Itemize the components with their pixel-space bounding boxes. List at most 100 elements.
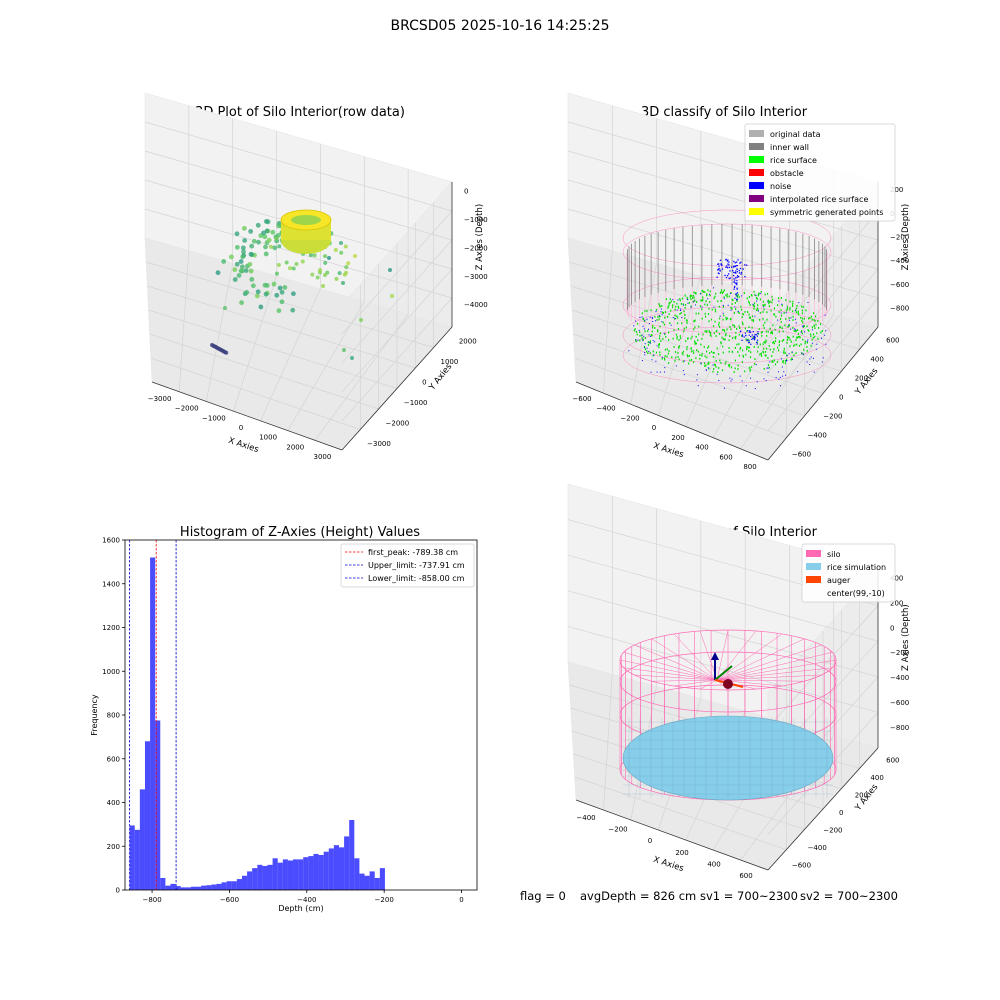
- noise-point: [683, 360, 685, 362]
- rice-surface-point: [722, 291, 724, 293]
- rice-surface-point: [656, 329, 659, 332]
- rice-surface-point: [707, 363, 709, 365]
- rice-surface-point: [725, 294, 727, 297]
- noise-point: [791, 351, 793, 353]
- rice-surface-point: [783, 312, 785, 314]
- noise-point: [677, 299, 679, 301]
- raw-point: [271, 281, 277, 287]
- noise-point: [658, 315, 660, 317]
- rice-surface-point: [668, 350, 670, 352]
- raw-point: [238, 268, 244, 274]
- noise-point: [712, 364, 714, 366]
- rice-surface-point: [676, 337, 678, 340]
- noise-point: [756, 300, 758, 302]
- noise-point: [779, 376, 781, 378]
- rice-surface-point: [636, 333, 638, 336]
- noise-point: [690, 306, 692, 308]
- raw-x-tick-label: −1000: [202, 414, 226, 422]
- histogram-y-tick-label: 0: [116, 887, 120, 895]
- rice-surface-point: [722, 305, 724, 308]
- noise-point: [696, 379, 698, 381]
- rice-surface-point: [776, 304, 779, 307]
- rice-surface-point: [789, 338, 791, 341]
- noise-point: [750, 377, 752, 379]
- rice-surface-point: [639, 331, 641, 334]
- rice-surface-point: [667, 362, 670, 364]
- histogram-bar: [318, 855, 324, 890]
- rice-surface-point: [765, 339, 767, 342]
- rice-surface-point: [774, 340, 777, 342]
- noise-point: [783, 371, 785, 373]
- histogram-bar: [241, 875, 248, 890]
- noise-point: [706, 369, 708, 371]
- rice-surface-point: [736, 300, 738, 303]
- rice-surface-point: [720, 291, 722, 294]
- rice-surface-point: [635, 330, 637, 333]
- noise-point: [825, 330, 827, 332]
- noise-point: [652, 340, 654, 342]
- noise-point: [628, 350, 630, 352]
- noise-point: [736, 298, 738, 300]
- rice-surface-point: [722, 318, 724, 321]
- rice-surface-point: [735, 308, 737, 310]
- raw-side-z-gridline: [341, 268, 453, 393]
- sim-y-tick-label: −400: [808, 844, 827, 852]
- rice-surface-point: [705, 331, 708, 333]
- rice-surface-point: [718, 317, 721, 320]
- rice-surface-point: [646, 309, 648, 312]
- noise-point: [644, 319, 646, 321]
- noise-point: [648, 350, 650, 352]
- rice-surface-point: [643, 320, 646, 322]
- classify-floor-y-gridline: [569, 261, 860, 350]
- rice-surface-point: [759, 353, 761, 356]
- noise-point: [683, 374, 685, 376]
- rice-surface-point: [734, 302, 736, 304]
- simulation-panel: 3D simulation of Silo Interior−400−20002…: [567, 483, 911, 880]
- noise-point: [763, 378, 765, 380]
- noise-point: [754, 315, 756, 317]
- rice-surface-point: [676, 315, 678, 318]
- rice-surface-point: [814, 319, 816, 322]
- rice-surface-point: [738, 343, 740, 345]
- raw-point: [315, 275, 320, 280]
- rice-surface-point: [813, 318, 815, 321]
- noise-point: [733, 288, 735, 290]
- noise-point: [731, 270, 734, 272]
- rice-surface-point: [782, 339, 785, 341]
- noise-point: [713, 287, 715, 289]
- silo-roof-line: [673, 633, 718, 681]
- rice-surface-point: [777, 297, 780, 300]
- rice-surface-point: [678, 306, 680, 309]
- rice-surface-point: [778, 311, 780, 313]
- rice-surface-point: [757, 304, 759, 307]
- noise-point: [750, 336, 752, 338]
- histogram-legend-box: [340, 543, 475, 588]
- silo-roof-line: [716, 644, 822, 681]
- rice-surface-point: [692, 361, 695, 364]
- raw-x-tick-label: −3000: [148, 395, 172, 403]
- rice-surface-point: [708, 361, 710, 364]
- rice-surface-point: [817, 319, 819, 322]
- rice-surface-point: [756, 307, 759, 310]
- rice-surface-point: [785, 299, 787, 301]
- rice-surface-point: [726, 317, 729, 320]
- rice-surface-point: [773, 359, 776, 362]
- rice-surface-point: [770, 309, 772, 312]
- rice-surface-point: [751, 294, 753, 297]
- noise-point: [649, 316, 651, 318]
- sim-z-tick-label: 200: [890, 599, 903, 607]
- raw-point: [263, 291, 269, 297]
- rice-surface-point: [671, 356, 673, 359]
- noise-point: [736, 288, 738, 290]
- noise-point: [687, 302, 689, 304]
- noise-point: [736, 282, 738, 284]
- sim-back-z-gridline: [567, 554, 879, 642]
- rice-surface-point: [730, 366, 733, 369]
- rice-surface-point: [726, 293, 728, 296]
- raw-point: [343, 244, 348, 249]
- noise-point: [733, 260, 735, 263]
- histogram-y-tick-label: 800: [107, 712, 120, 720]
- silo-roof-line: [634, 644, 718, 681]
- noise-point: [646, 347, 648, 349]
- rice-surface-point: [758, 328, 760, 330]
